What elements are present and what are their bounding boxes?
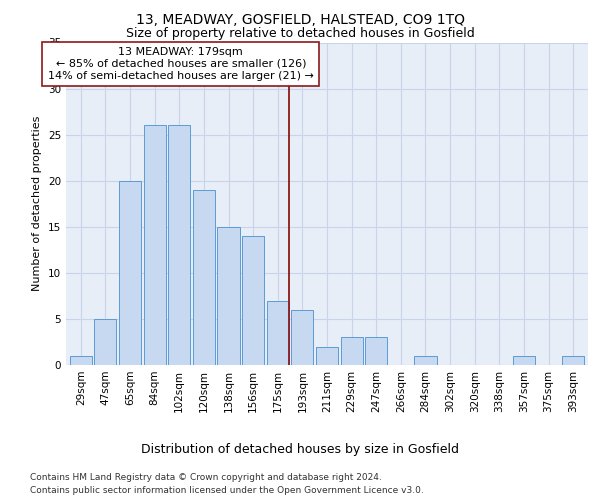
Bar <box>168 126 190 365</box>
Y-axis label: Number of detached properties: Number of detached properties <box>32 116 43 292</box>
Bar <box>365 338 388 365</box>
Bar <box>94 319 116 365</box>
Bar <box>70 356 92 365</box>
Bar <box>341 338 363 365</box>
Text: Contains HM Land Registry data © Crown copyright and database right 2024.: Contains HM Land Registry data © Crown c… <box>30 472 382 482</box>
Bar <box>193 190 215 365</box>
Text: 13, MEADWAY, GOSFIELD, HALSTEAD, CO9 1TQ: 13, MEADWAY, GOSFIELD, HALSTEAD, CO9 1TQ <box>136 12 464 26</box>
Text: 13 MEADWAY: 179sqm
← 85% of detached houses are smaller (126)
14% of semi-detach: 13 MEADWAY: 179sqm ← 85% of detached hou… <box>48 48 314 80</box>
Bar <box>562 356 584 365</box>
Bar <box>242 236 264 365</box>
Bar <box>143 126 166 365</box>
Bar <box>316 346 338 365</box>
Text: Size of property relative to detached houses in Gosfield: Size of property relative to detached ho… <box>125 28 475 40</box>
Text: Contains public sector information licensed under the Open Government Licence v3: Contains public sector information licen… <box>30 486 424 495</box>
Bar <box>217 227 239 365</box>
Bar <box>291 310 313 365</box>
Bar <box>415 356 437 365</box>
Bar <box>119 180 141 365</box>
Bar <box>513 356 535 365</box>
Text: Distribution of detached houses by size in Gosfield: Distribution of detached houses by size … <box>141 442 459 456</box>
Bar <box>266 300 289 365</box>
